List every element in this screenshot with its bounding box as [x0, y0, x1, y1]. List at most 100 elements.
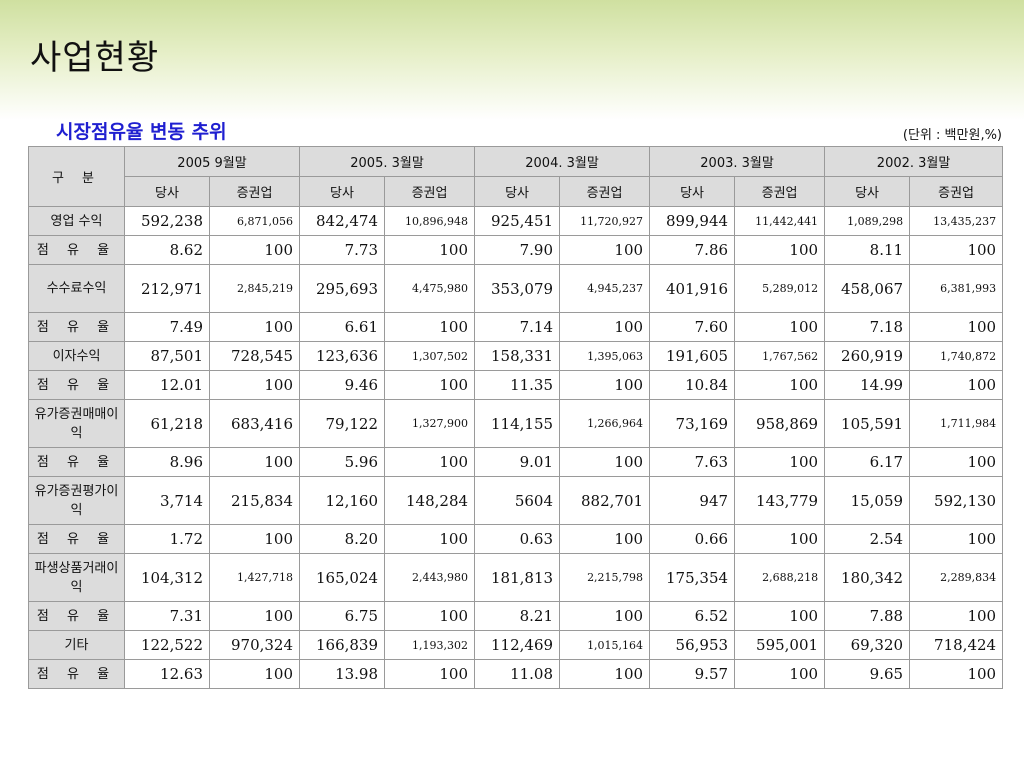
cell-company-value: 9.46: [299, 370, 386, 400]
row-label: 이자수익: [28, 341, 125, 371]
cell-company-value: 5.96: [299, 447, 386, 477]
table-row: 유가증권평가이익 3,714 215,834 12,160 148,284 5604 882…: [28, 476, 1004, 525]
cell-company-value: 105,591: [824, 399, 911, 448]
cell-industry-value: 148,284: [384, 476, 476, 525]
cell-company-value: 7.31: [124, 601, 210, 631]
cell-industry-value: 100: [909, 601, 1004, 631]
table-row: 수수료수익 212,971 2,845,219 295,693 4,475,980 353…: [28, 264, 1004, 313]
sub-header-company: 당사: [824, 176, 911, 207]
cell-industry-value: 100: [559, 370, 651, 400]
cell-company-value: 7.49: [124, 312, 210, 342]
sub-header-industry: 증권업: [384, 176, 476, 207]
cell-company-value: 11.35: [474, 370, 561, 400]
cell-company-value: 0.63: [474, 524, 561, 554]
cell-industry-value: 100: [909, 659, 1004, 689]
cell-company-value: 15,059: [824, 476, 911, 525]
cell-industry-value: 100: [734, 447, 826, 477]
row-label: 점 유 율: [28, 370, 125, 400]
cell-industry-value: 100: [208, 370, 301, 400]
cell-company-value: 353,079: [474, 264, 561, 313]
cell-industry-value: 100: [559, 235, 651, 265]
cell-industry-value: 100: [559, 601, 651, 631]
cell-company-value: 592,238: [124, 206, 210, 236]
cell-company-value: 842,474: [299, 206, 386, 236]
table-row: 점 유 율 1.72 100 8.20 100 0.63 100 0.66 100 2.54 100: [28, 524, 1004, 554]
cell-company-value: 10.84: [649, 370, 736, 400]
cell-industry-value: 11,442,441: [734, 206, 826, 236]
cell-industry-value: 728,545: [208, 341, 301, 371]
cell-company-value: 87,501: [124, 341, 210, 371]
cell-company-value: 8.62: [124, 235, 210, 265]
cell-company-value: 925,451: [474, 206, 561, 236]
cell-industry-value: 100: [734, 659, 826, 689]
cell-industry-value: 1,740,872: [909, 341, 1004, 371]
cell-industry-value: 1,266,964: [559, 399, 651, 448]
cell-company-value: 2.54: [824, 524, 911, 554]
cell-industry-value: 100: [384, 312, 476, 342]
cell-company-value: 7.60: [649, 312, 736, 342]
cell-industry-value: 2,289,834: [909, 553, 1004, 602]
sub-header-industry: 증권업: [559, 176, 651, 207]
cell-industry-value: 4,945,237: [559, 264, 651, 313]
cell-company-value: 123,636: [299, 341, 386, 371]
cell-industry-value: 100: [208, 447, 301, 477]
table-row: 점 유 율 12.01 100 9.46 100 11.35 100 10.84 100 14.9…: [28, 370, 1004, 400]
cell-industry-value: 595,001: [734, 630, 826, 660]
cell-company-value: 3,714: [124, 476, 210, 525]
cell-industry-value: 100: [208, 235, 301, 265]
cell-industry-value: 100: [384, 524, 476, 554]
cell-industry-value: 100: [909, 447, 1004, 477]
cell-company-value: 12.63: [124, 659, 210, 689]
cell-company-value: 212,971: [124, 264, 210, 313]
cell-industry-value: 13,435,237: [909, 206, 1004, 236]
cell-company-value: 6.75: [299, 601, 386, 631]
cell-industry-value: 100: [909, 235, 1004, 265]
cell-company-value: 9.01: [474, 447, 561, 477]
cell-industry-value: 1,015,164: [559, 630, 651, 660]
cell-industry-value: 4,475,980: [384, 264, 476, 313]
corner-header: 구 분: [28, 146, 125, 207]
cell-industry-value: 882,701: [559, 476, 651, 525]
cell-company-value: 56,953: [649, 630, 736, 660]
cell-industry-value: 100: [384, 447, 476, 477]
cell-industry-value: 100: [734, 312, 826, 342]
cell-industry-value: 970,324: [208, 630, 301, 660]
market-share-table: 구 분 2005 9월말 2005. 3월말 2004. 3월말 2003. 3월말 2…: [28, 146, 1004, 689]
cell-industry-value: 2,443,980: [384, 553, 476, 602]
unit-note: (단위 : 백만원,%): [902, 128, 1002, 143]
cell-company-value: 1.72: [124, 524, 210, 554]
cell-industry-value: 1,327,900: [384, 399, 476, 448]
table-row: 이자수익 87,501 728,545 123,636 1,307,502 158,331…: [28, 341, 1004, 371]
cell-industry-value: 100: [909, 370, 1004, 400]
row-label: 영업 수익: [28, 206, 125, 236]
cell-company-value: 11.08: [474, 659, 561, 689]
row-label: 기타: [28, 630, 125, 660]
cell-industry-value: 100: [384, 659, 476, 689]
cell-industry-value: 5,289,012: [734, 264, 826, 313]
table-row: 영업 수익 592,238 6,871,056 842,474 10,896,948 92…: [28, 206, 1004, 236]
cell-company-value: 6.17: [824, 447, 911, 477]
cell-industry-value: 100: [208, 659, 301, 689]
cell-company-value: 7.73: [299, 235, 386, 265]
cell-company-value: 6.61: [299, 312, 386, 342]
cell-industry-value: 100: [384, 370, 476, 400]
cell-industry-value: 100: [559, 312, 651, 342]
cell-industry-value: 100: [734, 370, 826, 400]
cell-company-value: 8.21: [474, 601, 561, 631]
cell-company-value: 947: [649, 476, 736, 525]
cell-industry-value: 100: [734, 524, 826, 554]
cell-company-value: 158,331: [474, 341, 561, 371]
table-row: 점 유 율 7.49 100 6.61 100 7.14 100 7.60 100 7.18 100: [28, 312, 1004, 342]
period-header: 2005. 3월말: [299, 146, 476, 177]
cell-company-value: 7.86: [649, 235, 736, 265]
cell-industry-value: 100: [208, 312, 301, 342]
cell-company-value: 104,312: [124, 553, 210, 602]
cell-company-value: 899,944: [649, 206, 736, 236]
table-row: 유가증권매매이익 61,218 683,416 79,122 1,327,900 114,…: [28, 399, 1004, 448]
cell-company-value: 181,813: [474, 553, 561, 602]
cell-company-value: 0.66: [649, 524, 736, 554]
cell-company-value: 8.96: [124, 447, 210, 477]
cell-company-value: 12,160: [299, 476, 386, 525]
cell-company-value: 9.57: [649, 659, 736, 689]
cell-company-value: 401,916: [649, 264, 736, 313]
